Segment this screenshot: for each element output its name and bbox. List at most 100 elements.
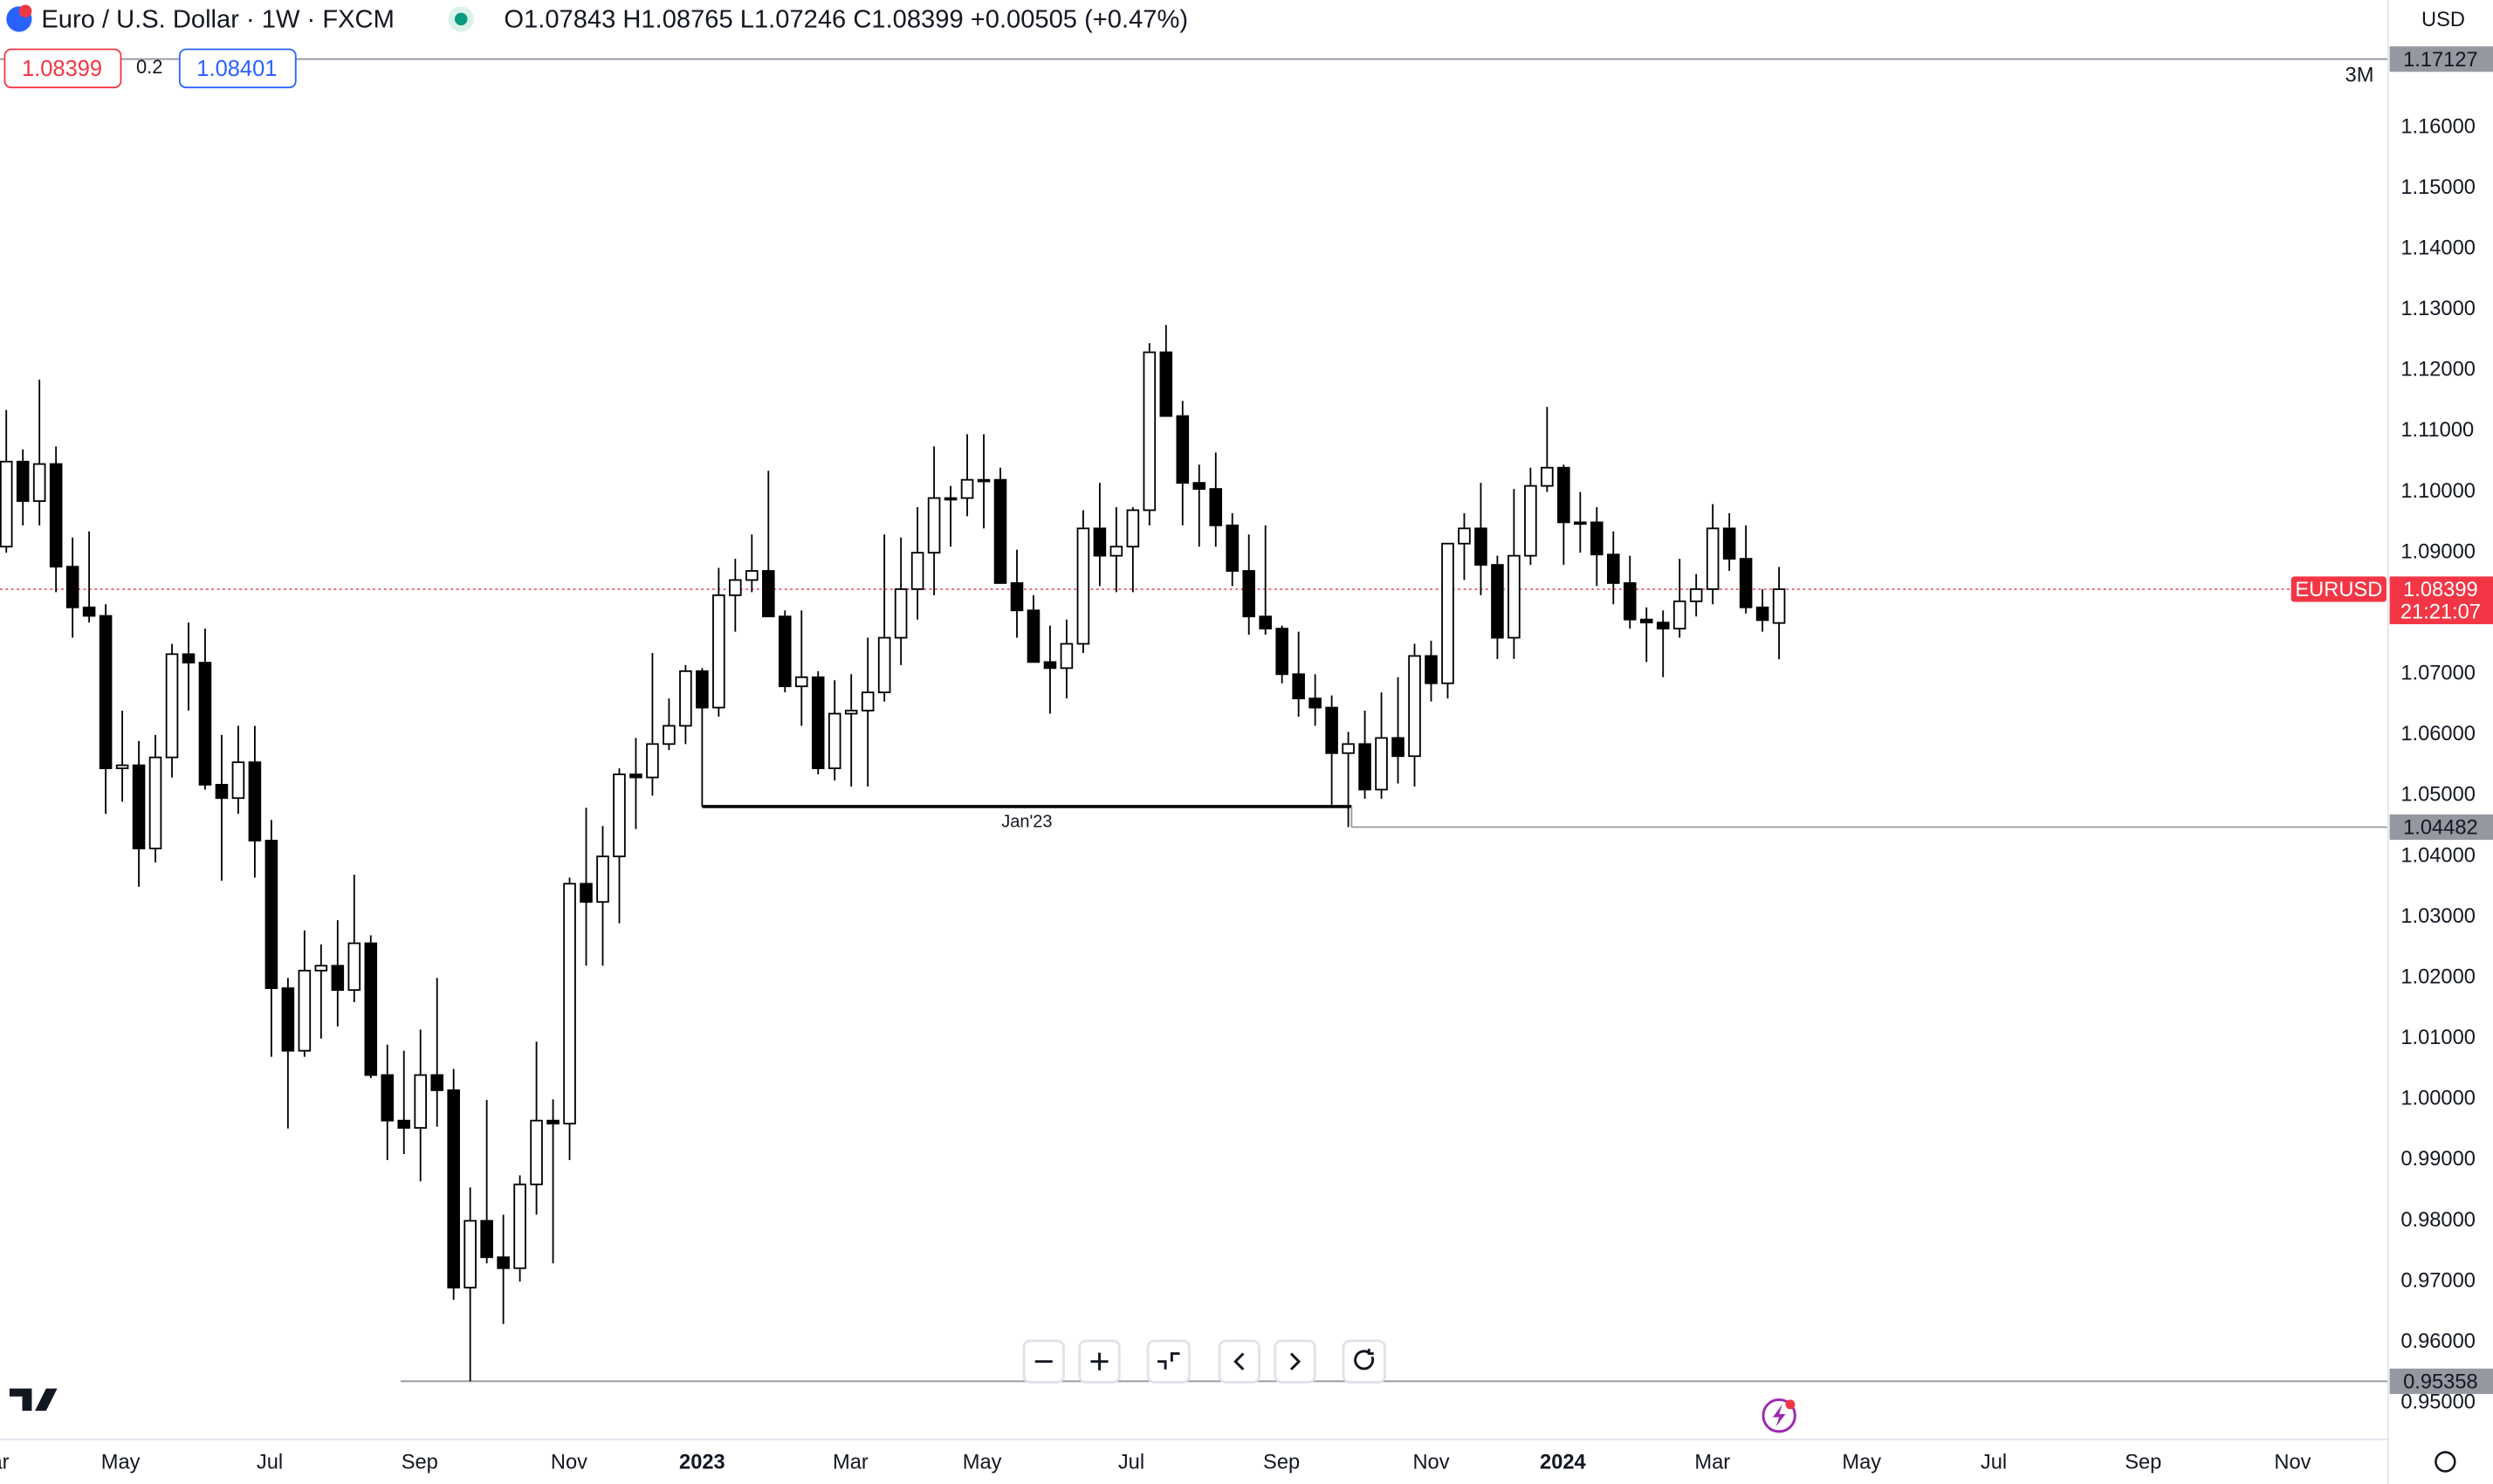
zoom-toolbar <box>1022 1339 1386 1384</box>
candle-body <box>16 460 30 502</box>
candle-body <box>347 942 361 992</box>
logo[interactable] <box>9 1388 58 1412</box>
candle-body <box>1590 521 1604 556</box>
candle-body <box>629 773 642 779</box>
candle-body <box>977 478 991 483</box>
scroll-right-button[interactable] <box>1274 1339 1316 1384</box>
candle-body <box>1242 570 1256 618</box>
candle-body <box>1292 673 1305 700</box>
y-tick-label: 1.14000 <box>2400 237 2476 260</box>
buy-price[interactable]: 1.08401 <box>196 57 277 81</box>
candle-body <box>877 636 891 694</box>
candle-body <box>281 987 295 1052</box>
scroll-right-icon <box>1289 1352 1301 1371</box>
candle-body <box>231 761 245 800</box>
candle-body <box>1689 587 1703 602</box>
reset-scale-button[interactable] <box>1146 1339 1191 1384</box>
alert-icon <box>1772 1404 1786 1427</box>
symbol-name: Euro / U.S. Dollar · 1W · FXCM <box>41 5 395 33</box>
candle-body <box>1259 615 1272 630</box>
x-tick-label: Jul <box>1981 1452 2007 1474</box>
low-level-box <box>2389 814 2493 841</box>
y-tick-label: 1.06000 <box>2400 723 2476 745</box>
candle-body <box>32 463 46 502</box>
y-tick-label: 1.13000 <box>2400 298 2476 320</box>
candle-body <box>1027 609 1040 663</box>
candle-body <box>580 883 593 903</box>
x-tick-label: Nov <box>1412 1452 1449 1474</box>
candle-body <box>861 691 875 711</box>
candle-body <box>1176 415 1190 484</box>
candle-body <box>1126 509 1140 548</box>
currency-button[interactable] <box>2395 3 2485 38</box>
ohlc-change: +0.00505 (+0.47%) <box>971 5 1188 33</box>
range-label: 3M <box>2345 65 2374 87</box>
ohlc-value: 1.08399 <box>871 5 963 33</box>
settings-button[interactable] <box>2435 1451 2456 1473</box>
candle-body <box>248 761 262 842</box>
y-tick-label: 0.97000 <box>2400 1269 2476 1292</box>
candle-body <box>364 942 378 1076</box>
low-level-box <box>2389 1368 2493 1394</box>
candle-body <box>1507 554 1521 639</box>
annotation-label: Jan'23 <box>1001 813 1052 832</box>
currency[interactable]: USD <box>2421 9 2465 31</box>
candle-body <box>546 1119 560 1125</box>
candle-body <box>397 1119 411 1129</box>
candle-body <box>497 1256 510 1269</box>
reset-button[interactable] <box>1342 1339 1386 1384</box>
reset-scale-icon <box>1157 1352 1180 1370</box>
price-tag <box>2389 576 2493 625</box>
candle-body <box>1010 582 1024 612</box>
candle-body <box>762 570 775 618</box>
y-tick-label: 1.01000 <box>2400 1027 2476 1049</box>
candle-body <box>1209 488 1223 526</box>
candle-body <box>1639 618 1653 624</box>
ohlc-label: C <box>853 5 871 33</box>
sell-price[interactable]: 1.08399 <box>22 57 102 81</box>
candle-body <box>264 840 278 989</box>
candle-body <box>314 965 328 972</box>
candle-body <box>1226 524 1240 572</box>
candle-body <box>148 756 162 849</box>
candle-body <box>1375 737 1388 791</box>
candle-body <box>910 552 924 590</box>
candle-body <box>464 1219 477 1288</box>
candle-body <box>844 710 858 715</box>
ohlc-label: H <box>622 5 641 33</box>
buy-button[interactable] <box>178 48 297 89</box>
candle-body <box>99 615 113 770</box>
ticker-label: EURUSD <box>2295 579 2382 601</box>
candle-body <box>1342 743 1355 754</box>
candle-body <box>513 1183 526 1269</box>
market-status-dot <box>454 12 468 26</box>
y-tick-label: 1.10000 <box>2400 480 2476 503</box>
candle-body <box>1275 628 1288 676</box>
candle-body <box>298 969 312 1052</box>
candle-body <box>0 460 13 548</box>
y-tick-label: 1.04000 <box>2400 844 2476 867</box>
candle-body <box>1192 482 1206 491</box>
candle-body <box>1623 582 1637 621</box>
y-tick-label: 1.02000 <box>2400 965 2476 988</box>
candle-body <box>82 606 96 617</box>
candle-body <box>596 855 609 903</box>
candle-body <box>696 670 709 709</box>
y-tick-label: 0.96000 <box>2400 1330 2476 1353</box>
candle-body <box>1076 527 1090 645</box>
ohlc-value: 1.07843 <box>524 5 615 33</box>
candle-body <box>794 676 808 688</box>
x-tick-label: Mar <box>0 1452 10 1474</box>
candle-body <box>1541 466 1554 487</box>
sell-button[interactable] <box>3 48 122 89</box>
candle-body <box>1425 655 1438 684</box>
candle-body <box>712 594 725 709</box>
candle-body <box>381 1074 395 1122</box>
x-tick-label: Nov <box>551 1452 587 1474</box>
candle-body <box>165 653 179 759</box>
candle-body <box>745 570 759 581</box>
scroll-left-button[interactable] <box>1218 1339 1261 1384</box>
reset-icon <box>1354 1349 1374 1371</box>
